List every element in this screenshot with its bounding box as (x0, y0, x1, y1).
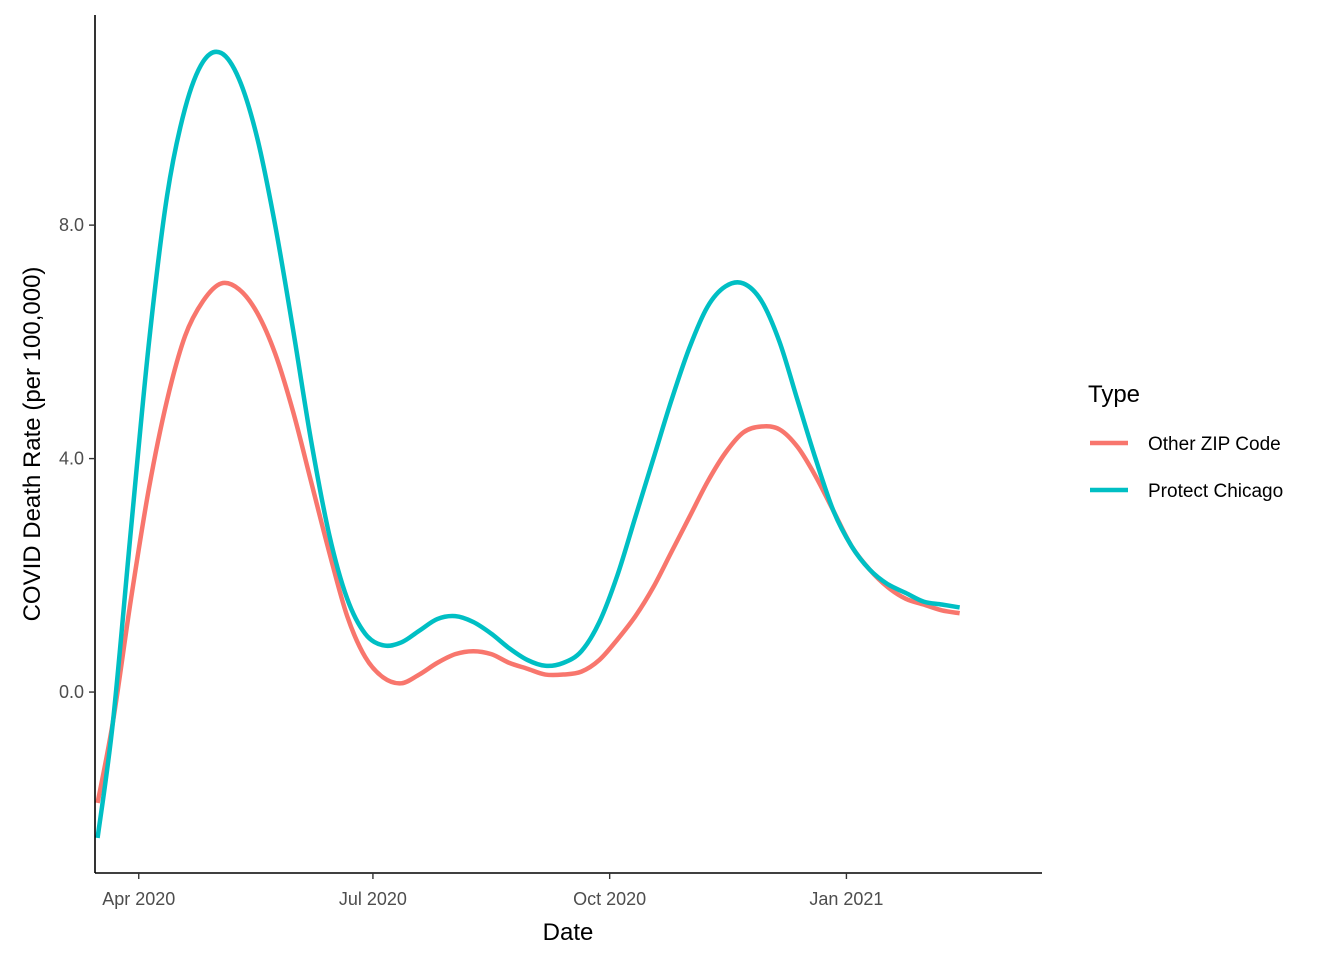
y-tick-label: 8.0 (59, 215, 84, 235)
y-axis-ticks: 0.0 4.0 8.0 (59, 215, 95, 702)
y-tick-label: 4.0 (59, 449, 84, 469)
y-tick-label: 0.0 (59, 682, 84, 702)
x-axis-ticks: Apr 2020 Jul 2020 Oct 2020 Jan 2021 (102, 873, 883, 909)
y-axis-title: COVID Death Rate (per 100,000) (19, 267, 46, 622)
legend-label-other-zip-code: Other ZIP Code (1148, 434, 1281, 455)
plot-area (95, 49, 961, 839)
legend-title: Type (1088, 381, 1140, 408)
legend-label-protect-chicago: Protect Chicago (1148, 481, 1283, 502)
x-axis-title: Date (543, 919, 594, 946)
x-tick-label: Oct 2020 (573, 889, 646, 909)
x-tick-label: Jul 2020 (339, 889, 407, 909)
x-tick-label: Jan 2021 (809, 889, 883, 909)
series-line-other-zip-code (95, 280, 961, 804)
legend: Type Other ZIP Code Protect Chicago (1088, 381, 1283, 502)
series-line-protect-chicago (95, 49, 961, 839)
x-tick-label: Apr 2020 (102, 889, 175, 909)
